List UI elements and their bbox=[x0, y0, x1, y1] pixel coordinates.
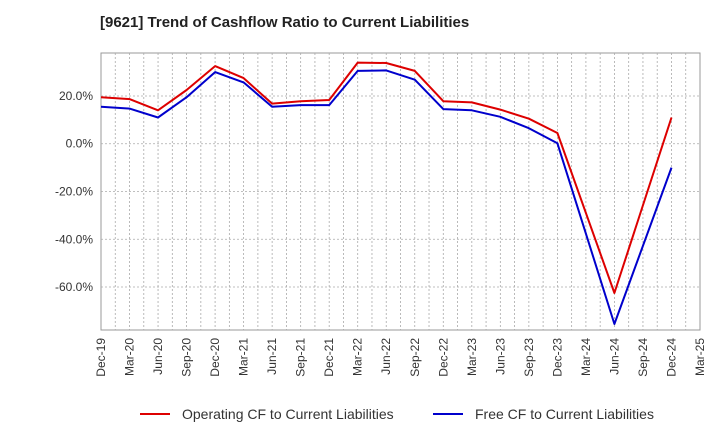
y-tick-label: 20.0% bbox=[59, 89, 93, 103]
x-tick-label: Jun-24 bbox=[607, 338, 621, 375]
x-tick-label: Mar-20 bbox=[123, 338, 137, 376]
x-tick-label: Sep-20 bbox=[180, 338, 194, 377]
x-tick-label: Dec-19 bbox=[94, 338, 108, 377]
x-tick-label: Dec-23 bbox=[550, 338, 564, 377]
y-tick-label: -60.0% bbox=[55, 280, 93, 294]
y-tick-label: -20.0% bbox=[55, 185, 93, 199]
x-tick-label: Mar-21 bbox=[237, 338, 251, 376]
x-tick-label: Jun-22 bbox=[379, 338, 393, 375]
x-tick-label: Jun-21 bbox=[265, 338, 279, 375]
y-tick-label: 0.0% bbox=[66, 137, 94, 151]
x-tick-label: Sep-24 bbox=[636, 338, 650, 377]
x-tick-label: Dec-21 bbox=[322, 338, 336, 377]
x-tick-label: Mar-22 bbox=[351, 338, 365, 376]
x-tick-label: Jun-23 bbox=[493, 338, 507, 375]
legend-label: Operating CF to Current Liabilities bbox=[182, 406, 394, 422]
y-tick-label: -40.0% bbox=[55, 232, 93, 246]
plot-area bbox=[100, 52, 701, 331]
x-tick-label: Mar-24 bbox=[579, 338, 593, 376]
x-tick-label: Mar-25 bbox=[693, 338, 707, 376]
chart-title: [9621] Trend of Cashflow Ratio to Curren… bbox=[100, 14, 470, 31]
legend: Operating CF to Current Liabilities Free … bbox=[140, 406, 654, 422]
x-tick-label: Jun-20 bbox=[151, 338, 165, 375]
x-tick-label: Dec-20 bbox=[208, 338, 222, 377]
series-layer bbox=[100, 61, 673, 325]
x-axis: Dec-19 Mar-20 Jun-20 Sep-20 Dec-20 Mar-21 Jun-… bbox=[94, 338, 707, 377]
x-tick-label: Dec-24 bbox=[664, 338, 678, 377]
x-tick-label: Dec-22 bbox=[436, 338, 450, 377]
y-axis: 20.0% 0.0% -20.0% -40.0% -60.0% bbox=[55, 89, 93, 294]
x-tick-label: Sep-22 bbox=[408, 338, 422, 377]
legend-label: Free CF to Current Liabilities bbox=[475, 406, 654, 422]
series-line-2 bbox=[100, 69, 673, 325]
x-tick-label: Sep-21 bbox=[294, 338, 308, 377]
x-tick-label: Mar-23 bbox=[465, 338, 479, 376]
series-line-1 bbox=[100, 61, 673, 294]
x-tick-label: Sep-23 bbox=[522, 338, 536, 377]
